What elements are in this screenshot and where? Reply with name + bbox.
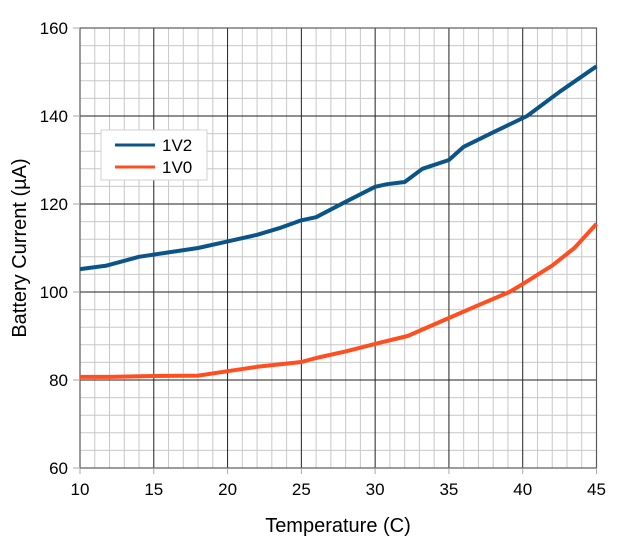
- x-tick-label: 45: [587, 480, 606, 499]
- x-tick-label: 35: [439, 480, 458, 499]
- y-tick-label: 160: [40, 19, 68, 38]
- major-gridlines: [80, 28, 597, 468]
- x-tick-label: 25: [292, 480, 311, 499]
- y-tick-label: 60: [49, 459, 68, 478]
- x-tick-label: 20: [218, 480, 237, 499]
- y-tick-label: 80: [49, 371, 68, 390]
- legend-box: [100, 129, 208, 181]
- legend-label-1v2: 1V2: [162, 136, 192, 155]
- series-layer: [79, 64, 598, 379]
- plot-area-frame: [79, 27, 598, 469]
- legend: 1V2 1V0: [100, 129, 208, 181]
- x-axis-title: Temperature (C): [265, 515, 411, 537]
- x-tick-label: 30: [366, 480, 385, 499]
- y-tick-label: 120: [40, 195, 68, 214]
- x-tick-label: 10: [71, 480, 90, 499]
- y-axis-ticks: 60 80 100 120 140 160: [40, 19, 80, 478]
- legend-label-1v0: 1V0: [162, 158, 192, 177]
- x-tick-label: 15: [144, 480, 163, 499]
- x-tick-label: 40: [513, 480, 532, 499]
- y-tick-label: 140: [40, 107, 68, 126]
- y-axis-title: Battery Current (µA): [9, 158, 31, 337]
- minor-gridlines: [80, 28, 597, 468]
- y-tick-label: 100: [40, 283, 68, 302]
- x-axis-ticks: 10 15 20 25 30 35 40 45: [71, 468, 606, 499]
- series-line-1v2: [79, 64, 598, 272]
- series-line-1v0: [80, 222, 598, 379]
